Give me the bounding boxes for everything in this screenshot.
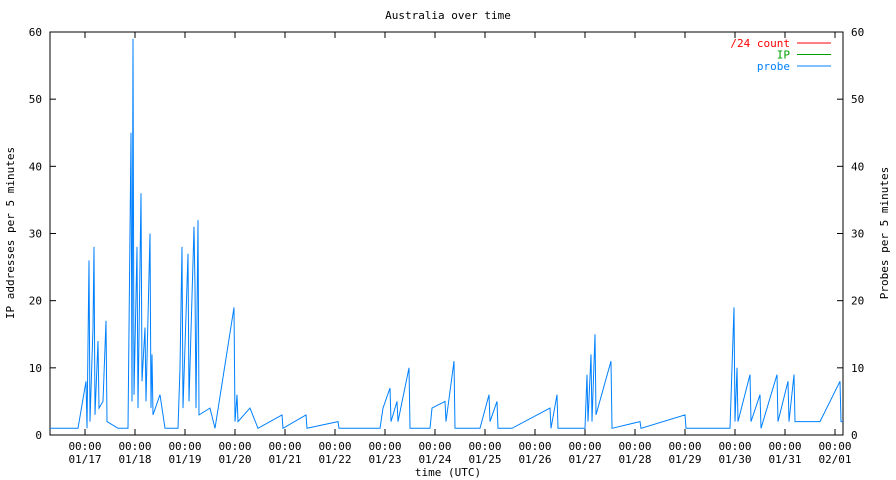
x-tick-label-line: 01/18 (118, 453, 151, 466)
x-tick-label: 00:00 01/18 (118, 440, 151, 466)
x-tick-label: 00:00 01/30 (718, 440, 751, 466)
y2-tick-label: 50 (851, 93, 864, 106)
y2-tick-label: 20 (851, 295, 864, 308)
x-tick-label: 00:00 01/31 (768, 440, 801, 466)
x-tick-label-line: 00:00 (68, 440, 101, 453)
y-axis-label: IP addresses per 5 minutes (4, 147, 17, 319)
x-tick-label-line: 00:00 (318, 440, 351, 453)
x-tick-label-line: 01/25 (468, 453, 501, 466)
x-tick-label-line: 00:00 (468, 440, 501, 453)
x-tick-label-line: 01/23 (368, 453, 401, 466)
x-tick-label-line: 00:00 (218, 440, 251, 453)
legend-label: probe (757, 60, 790, 73)
x-tick-label-line: 00:00 (568, 440, 601, 453)
x-tick-label-line: 00:00 (768, 440, 801, 453)
legend-label: IP (777, 49, 791, 62)
x-tick-label-line: 01/27 (568, 453, 601, 466)
x-tick-label-line: 00:00 (668, 440, 701, 453)
y2-tick-label: 10 (851, 362, 864, 375)
x-tick-label-line: 01/24 (418, 453, 451, 466)
x-tick-label-line: 00:00 (618, 440, 651, 453)
x-tick-label-line: 00:00 (168, 440, 201, 453)
x-tick-label-line: 01/30 (718, 453, 751, 466)
y2-axis-label: Probes per 5 minutes (878, 167, 891, 299)
x-tick-label-line: 00:00 (418, 440, 451, 453)
x-tick-label-line: 01/31 (768, 453, 801, 466)
y2-tick-label: 0 (851, 429, 858, 442)
legend-label: /24 count (730, 37, 790, 50)
x-tick-label: 00:00 02/01 (818, 440, 851, 466)
x-tick-label: 00:00 01/29 (668, 440, 701, 466)
x-tick-label: 00:00 01/25 (468, 440, 501, 466)
x-tick-label: 00:00 01/28 (618, 440, 651, 466)
x-tick-label: 00:00 01/22 (318, 440, 351, 466)
x-tick-label: 00:00 01/19 (168, 440, 201, 466)
x-tick-label-line: 02/01 (818, 453, 851, 466)
x-tick-label-line: 00:00 (368, 440, 401, 453)
x-tick-label-line: 01/28 (618, 453, 651, 466)
y-tick-label: 30 (29, 228, 42, 241)
y-tick-label: 60 (29, 26, 42, 39)
x-tick-label: 00:00 01/26 (518, 440, 551, 466)
x-tick-label: 00:00 01/27 (568, 440, 601, 466)
x-tick-label-line: 00:00 (818, 440, 851, 453)
y-tick-label: 40 (29, 160, 42, 173)
chart-title: Australia over time (385, 9, 511, 22)
series-line (50, 38, 843, 430)
y-tick-label: 20 (29, 295, 42, 308)
y2-tick-label: 30 (851, 228, 864, 241)
x-tick-label-line: 00:00 (118, 440, 151, 453)
y-tick-label: 10 (29, 362, 42, 375)
x-tick-label: 00:00 01/20 (218, 440, 251, 466)
x-tick-label: 00:00 01/17 (68, 440, 101, 466)
x-tick-label-line: 01/21 (268, 453, 301, 466)
x-tick-label-line: 01/17 (68, 453, 101, 466)
x-tick-label-line: 01/20 (218, 453, 251, 466)
x-tick-label-line: 00:00 (268, 440, 301, 453)
x-tick-label-line: 00:00 (518, 440, 551, 453)
x-tick-label-line: 01/19 (168, 453, 201, 466)
y2-tick-label: 40 (851, 160, 864, 173)
y2-tick-label: 60 (851, 26, 864, 39)
x-tick-label-line: 01/29 (668, 453, 701, 466)
x-tick-label-line: 01/22 (318, 453, 351, 466)
x-tick-label: 00:00 01/23 (368, 440, 401, 466)
x-tick-label: 00:00 01/24 (418, 440, 451, 466)
y-tick-label: 0 (35, 429, 42, 442)
x-tick-label-line: 00:00 (718, 440, 751, 453)
y-tick-label: 50 (29, 93, 42, 106)
x-tick-label-line: 01/26 (518, 453, 551, 466)
x-tick-label: 00:00 01/21 (268, 440, 301, 466)
x-axis-label: time (UTC) (415, 466, 481, 479)
